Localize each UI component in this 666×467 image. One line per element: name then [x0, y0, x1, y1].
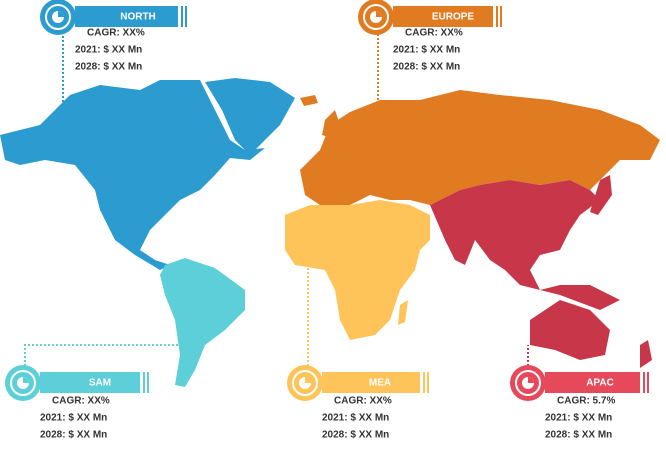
banner-stripe: [185, 6, 187, 27]
icon-ring: [45, 4, 71, 30]
icon-slice: [58, 11, 64, 17]
value-2021: 2021: $ XX Mn: [393, 45, 460, 56]
icon-ring: [515, 370, 541, 396]
madagascar: [398, 300, 408, 325]
label-banner: [40, 372, 140, 393]
region-callout: NORTH CAGR: XX% 2021: $ XX Mn 2028: $ XX Mn: [40, 0, 187, 73]
value-2028: 2028: $ XX Mn: [75, 62, 142, 73]
banner-stripe: [143, 372, 145, 393]
new-zealand: [640, 340, 652, 368]
region-callout: APAC CAGR: 5.7% 2021: $ XX Mn 2028: $ XX Mn: [510, 365, 649, 441]
connector: [24, 335, 181, 366]
value-2021: 2021: $ XX Mn: [40, 413, 107, 424]
continents: [0, 78, 660, 387]
icon-slice: [23, 377, 29, 383]
europe-russia: [300, 90, 660, 205]
value-2021: 2021: $ XX Mn: [75, 45, 142, 56]
cagr: CAGR: XX%: [87, 28, 145, 39]
asia: [430, 180, 620, 310]
region-name: MEA: [369, 378, 391, 389]
value-2028: 2028: $ XX Mn: [40, 430, 107, 441]
icon-ring: [10, 370, 36, 396]
icon-slice: [376, 11, 382, 17]
value-2021: 2021: $ XX Mn: [545, 413, 612, 424]
japan: [590, 175, 612, 215]
value-2028: 2028: $ XX Mn: [393, 62, 460, 73]
cagr: CAGR: XX%: [405, 28, 463, 39]
region-callout: SAM CAGR: XX% 2021: $ XX Mn 2028: $ XX Mn: [5, 365, 149, 441]
greenland: [205, 78, 295, 155]
icon-ring: [292, 370, 318, 396]
cagr: CAGR: 5.7%: [557, 396, 615, 407]
region-name: SAM: [89, 378, 111, 389]
region-name: EUROPE: [432, 12, 475, 23]
connectors: [24, 34, 529, 366]
australia: [530, 300, 610, 360]
label-banner: [75, 6, 178, 27]
value-2028: 2028: $ XX Mn: [545, 430, 612, 441]
icon-slice: [305, 377, 311, 383]
region-name: APAC: [586, 378, 614, 389]
cagr: CAGR: XX%: [52, 396, 110, 407]
banner-stripe: [423, 372, 425, 393]
middle-east-africa: [285, 200, 430, 340]
iceland: [300, 95, 318, 106]
region-name: NORTH: [120, 12, 156, 23]
label-banner: [322, 372, 420, 393]
banner-stripe: [500, 6, 502, 27]
banner-stripe: [181, 6, 183, 27]
label-banner: [393, 6, 493, 27]
value-2028: 2028: $ XX Mn: [322, 430, 389, 441]
region-callout: MEA CAGR: XX% 2021: $ XX Mn 2028: $ XX Mn: [287, 365, 429, 441]
banner-stripe: [147, 372, 149, 393]
icon-slice: [528, 377, 534, 383]
value-2021: 2021: $ XX Mn: [322, 413, 389, 424]
banner-stripe: [496, 6, 498, 27]
icon-ring: [363, 4, 389, 30]
banner-stripe: [427, 372, 429, 393]
label-banner: [545, 372, 640, 393]
north-america: [0, 80, 265, 270]
banner-stripe: [647, 372, 649, 393]
uk: [322, 110, 340, 138]
cagr: CAGR: XX%: [334, 396, 392, 407]
region-callout: EUROPE CAGR: XX% 2021: $ XX Mn 2028: $ XX M…: [358, 0, 502, 73]
south-america: [160, 258, 245, 387]
banner-stripe: [643, 372, 645, 393]
